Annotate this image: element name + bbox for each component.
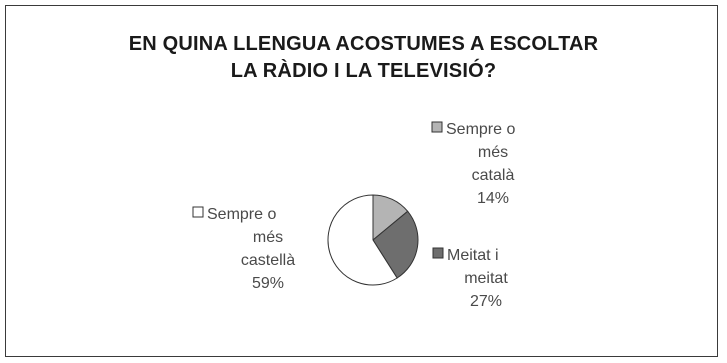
legend-swatch-sempre-o-mes-castella: [192, 206, 204, 218]
pie-slice-meitat-i-meitat: [372, 210, 419, 279]
legend-swatch-sempre-o-mes-catala: [431, 121, 443, 133]
slice-label-sempre-o-mes-catala-line-1: Sempre o: [446, 121, 515, 138]
slice-label-meitat-i-meitat-line-1: Meitat i: [447, 247, 499, 264]
legend-swatch-meitat-i-meitat: [432, 247, 444, 259]
slice-label-sempre-o-mes-catala-line-3: català: [472, 167, 515, 184]
slice-label-sempre-o-mes-castella-line-1: Sempre o: [207, 206, 276, 223]
chart-title-line-2: LA RÀDIO I LA TELEVISIÓ?: [230, 60, 497, 82]
slice-label-meitat-i-meitat-line-2: meitat: [464, 270, 508, 287]
chart-frame: [5, 5, 718, 357]
pie-slices: [327, 194, 419, 286]
slice-label-sempre-o-mes-catala-line-4: 14%: [477, 190, 509, 207]
pie-slice-sempre-o-mes-castella: [327, 194, 398, 286]
slice-label-sempre-o-mes-castella-line-2: més: [253, 229, 283, 246]
pie-labels: Sempre o més català 14% Meitat i meitat 27% Sem…: [192, 121, 515, 310]
slice-label-meitat-i-meitat-line-3: 27%: [470, 293, 502, 310]
slice-label-sempre-o-mes-castella-line-4: 59%: [252, 275, 284, 292]
slice-label-sempre-o-mes-catala-line-2: més: [478, 144, 508, 161]
chart-title-line-1: EN QUINA LLENGUA ACOSTUMES A ESCOLTAR: [128, 33, 599, 55]
slice-label-sempre-o-mes-castella-line-3: castellà: [241, 252, 295, 269]
